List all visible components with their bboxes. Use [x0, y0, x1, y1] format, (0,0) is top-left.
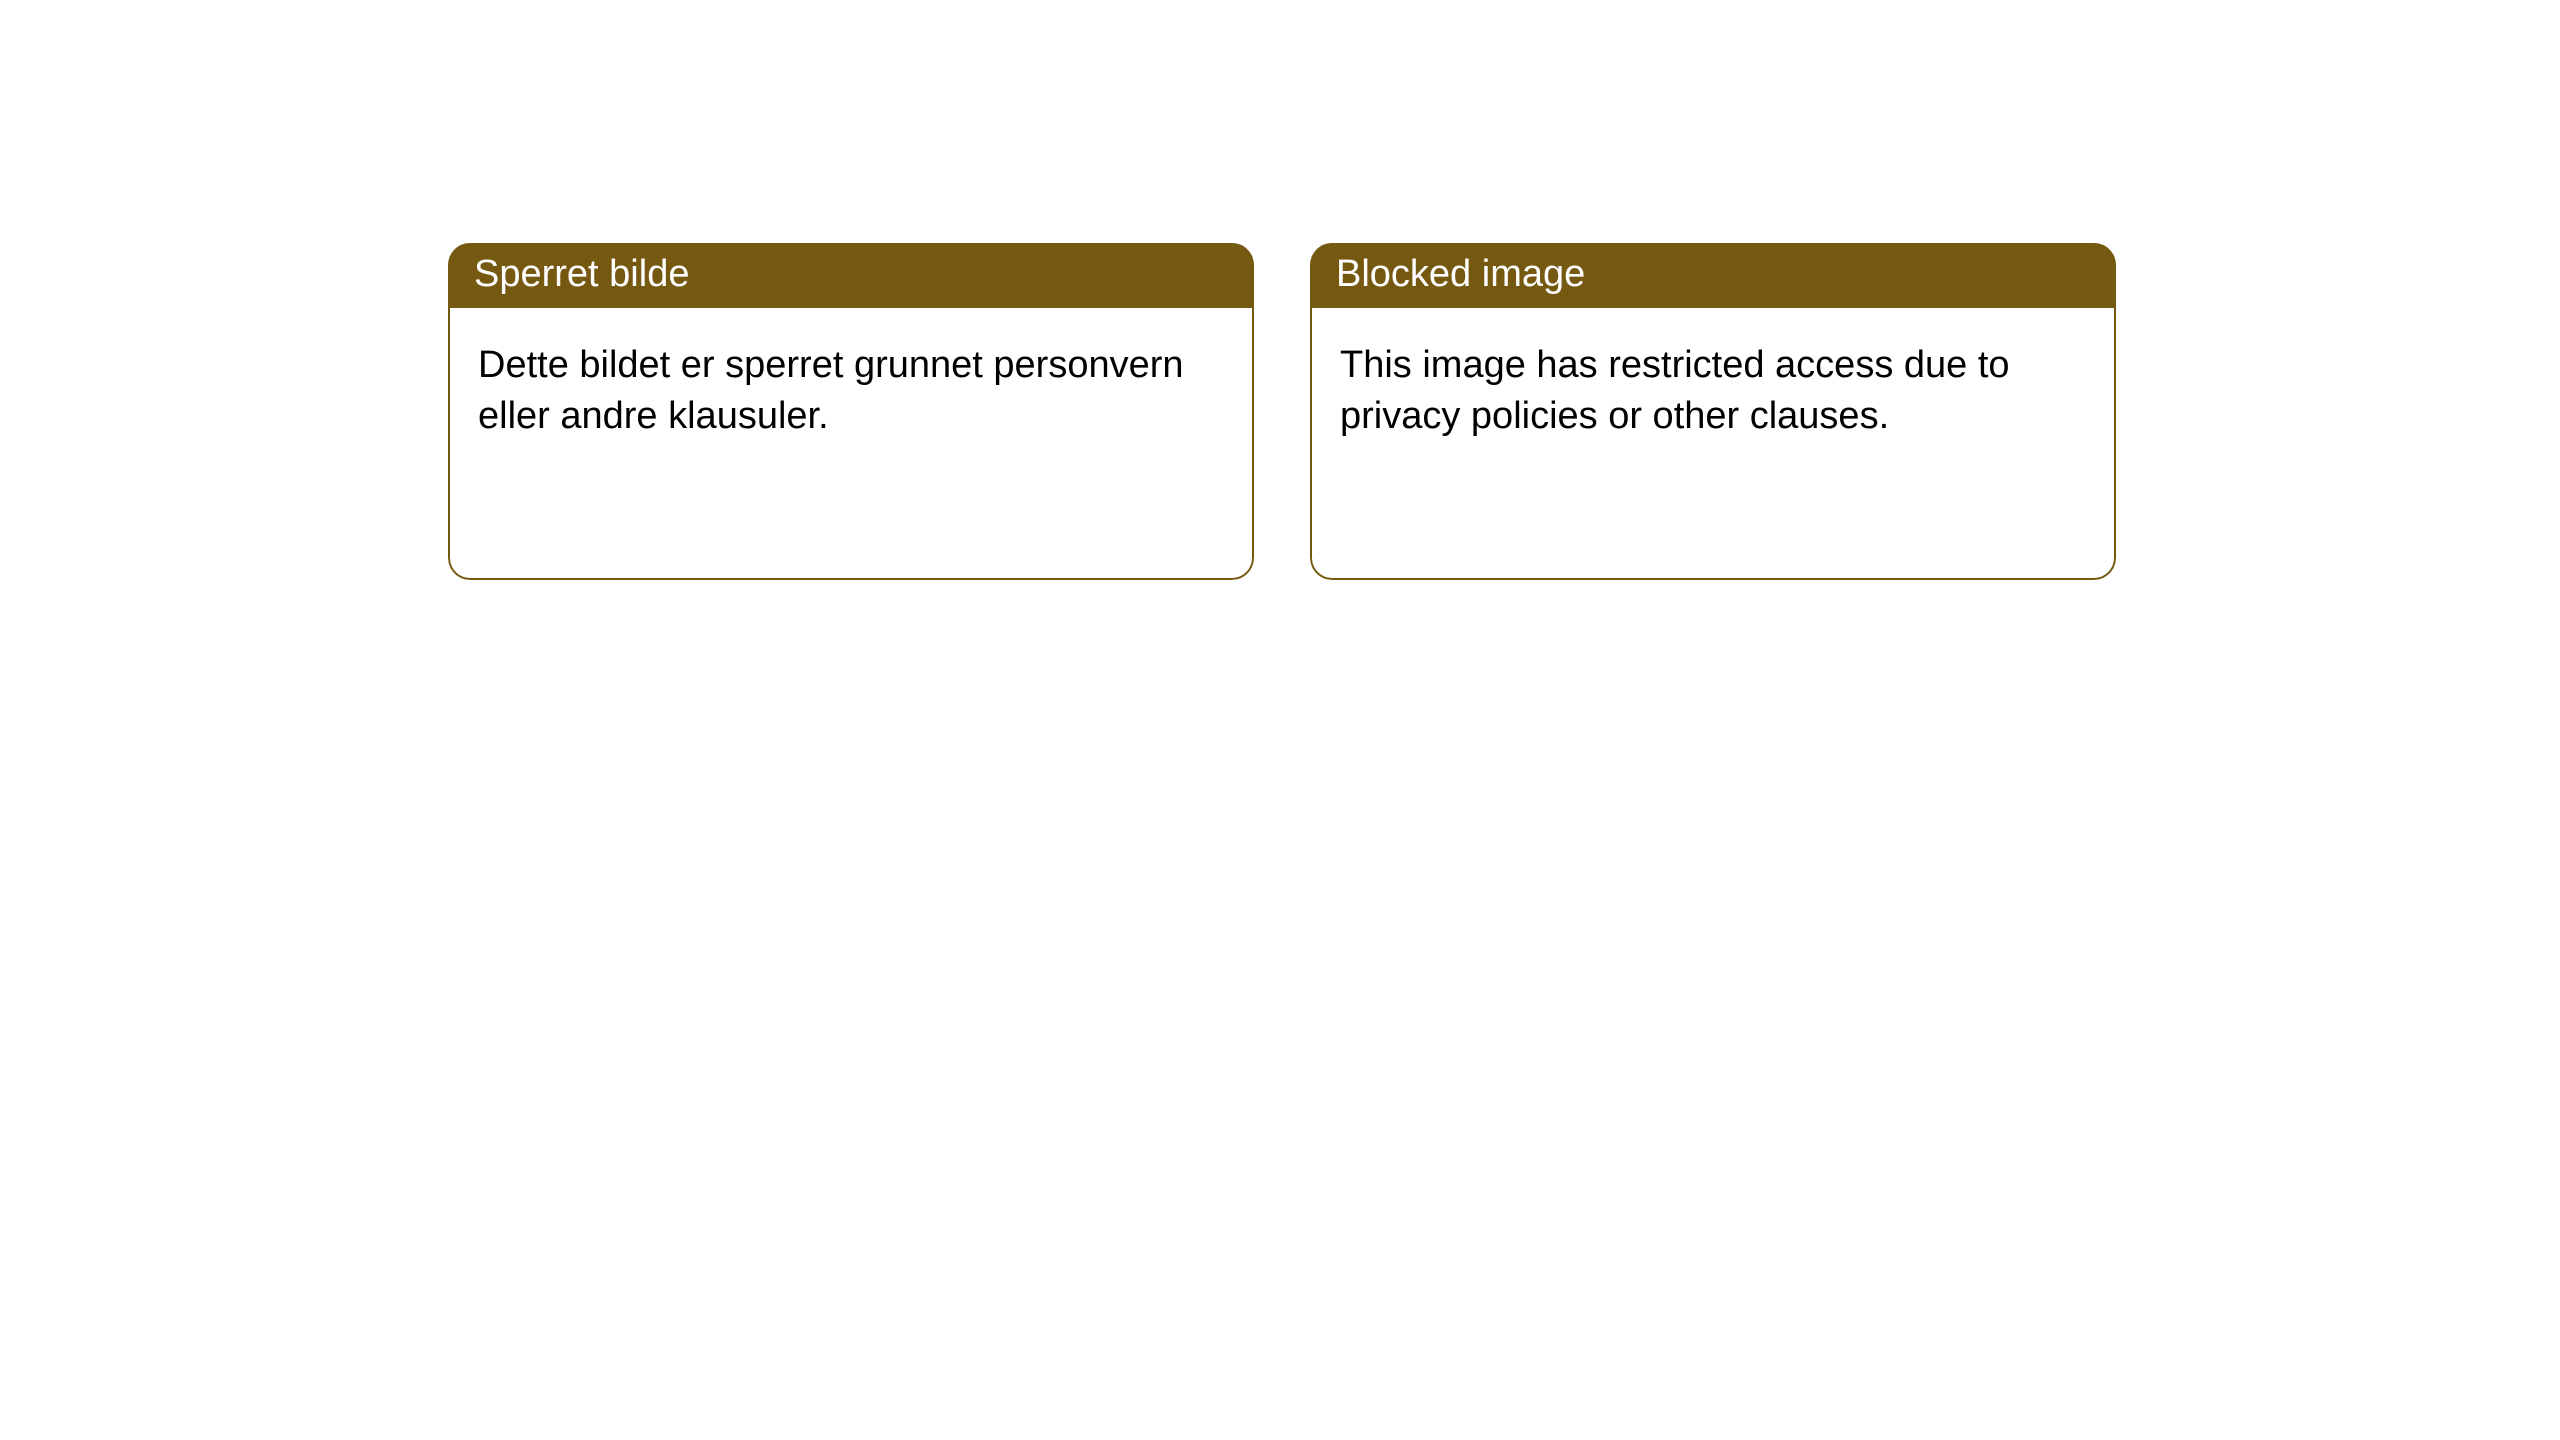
card-english: Blocked image This image has restricted … — [1310, 243, 2116, 580]
card-body-norwegian: Dette bildet er sperret grunnet personve… — [448, 308, 1254, 580]
card-body-english: This image has restricted access due to … — [1310, 308, 2116, 580]
card-norwegian: Sperret bilde Dette bildet er sperret gr… — [448, 243, 1254, 580]
card-header-english: Blocked image — [1310, 243, 2116, 308]
cards-container: Sperret bilde Dette bildet er sperret gr… — [448, 243, 2116, 580]
card-header-norwegian: Sperret bilde — [448, 243, 1254, 308]
